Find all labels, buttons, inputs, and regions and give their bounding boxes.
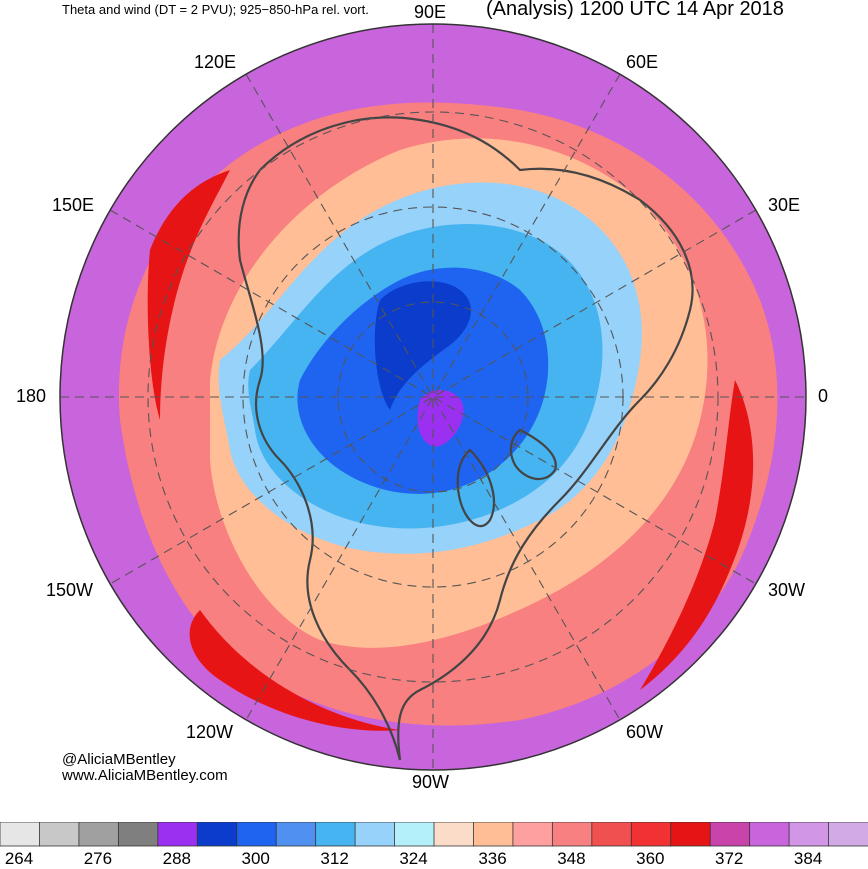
colorbar-swatch — [630, 822, 672, 847]
lon-label-150e: 150E — [52, 195, 95, 215]
colorbar-tick-label: 384 — [793, 849, 823, 868]
colorbar-swatch — [670, 822, 712, 847]
colorbar-swatch — [512, 822, 554, 847]
polar-map — [59, 23, 807, 771]
colorbar-swatch — [828, 822, 868, 847]
colorbar-swatch — [117, 822, 159, 847]
map-subtitle: Theta and wind (DT = 2 PVU); 925−850-hPa… — [62, 2, 369, 17]
map-boundary — [59, 23, 807, 771]
colorbar-swatch — [473, 822, 514, 847]
colorbar-tick-label: 348 — [557, 849, 586, 868]
colorbar-tick-label: 360 — [636, 849, 665, 868]
colorbar-swatch — [275, 822, 317, 847]
colorbar-swatch — [394, 822, 435, 847]
colorbar-tick-label: 312 — [320, 849, 349, 868]
colorbar-swatch — [591, 822, 633, 847]
credit-website: www.AliciaMBentley.com — [62, 767, 228, 784]
colorbar-swatch — [749, 822, 790, 847]
colorbar-tick-label: 300 — [241, 849, 270, 868]
colorbar-swatch — [0, 822, 41, 847]
colorbar-swatch — [39, 822, 80, 847]
jet-streak — [147, 170, 230, 420]
lon-label-60w: 60W — [626, 722, 664, 742]
colorbar-swatch — [709, 822, 751, 847]
colorbar-tick-label: 336 — [478, 849, 507, 868]
colorbar-swatch — [196, 822, 238, 847]
colorbar-swatch — [236, 822, 278, 847]
colorbar-swatch — [78, 822, 120, 847]
colorbar-tick-label: 264 — [4, 849, 34, 868]
map-title: (Analysis) 1200 UTC 14 Apr 2018 — [486, 0, 784, 20]
colorbar-swatch — [157, 822, 199, 847]
lon-label-150w: 150W — [46, 580, 94, 600]
colorbar-swatch — [788, 822, 830, 847]
lon-label-120w: 120W — [186, 722, 234, 742]
lon-label-90e: 90E — [414, 2, 447, 22]
jet-streak — [640, 380, 754, 690]
colorbar-swatch — [433, 822, 475, 847]
credit-handle: @AliciaMBentley — [62, 751, 176, 768]
cold-deep-field — [297, 267, 549, 494]
colorbar-swatch — [315, 822, 356, 847]
colorbar — [0, 822, 868, 847]
colorbar-swatch — [354, 822, 396, 847]
colorbar-tick-label: 276 — [83, 849, 113, 868]
colorbar-tick-label: 372 — [715, 849, 744, 868]
lon-label-90w: 90W — [412, 772, 450, 792]
lon-label-0: 0 — [818, 386, 829, 406]
lon-label-60e: 60E — [626, 52, 659, 72]
lon-label-180: 180 — [16, 386, 47, 406]
colorbar-tick-label: 288 — [162, 849, 191, 868]
lon-label-120e: 120E — [194, 52, 237, 72]
lon-label-30e: 30E — [768, 195, 801, 215]
graticule — [60, 24, 806, 770]
lon-label-30w: 30W — [768, 580, 806, 600]
colorbar-tick-label: 324 — [399, 849, 428, 868]
theta-field — [60, 24, 806, 770]
jet-streak — [189, 610, 400, 731]
colorbar-swatch — [551, 822, 593, 847]
